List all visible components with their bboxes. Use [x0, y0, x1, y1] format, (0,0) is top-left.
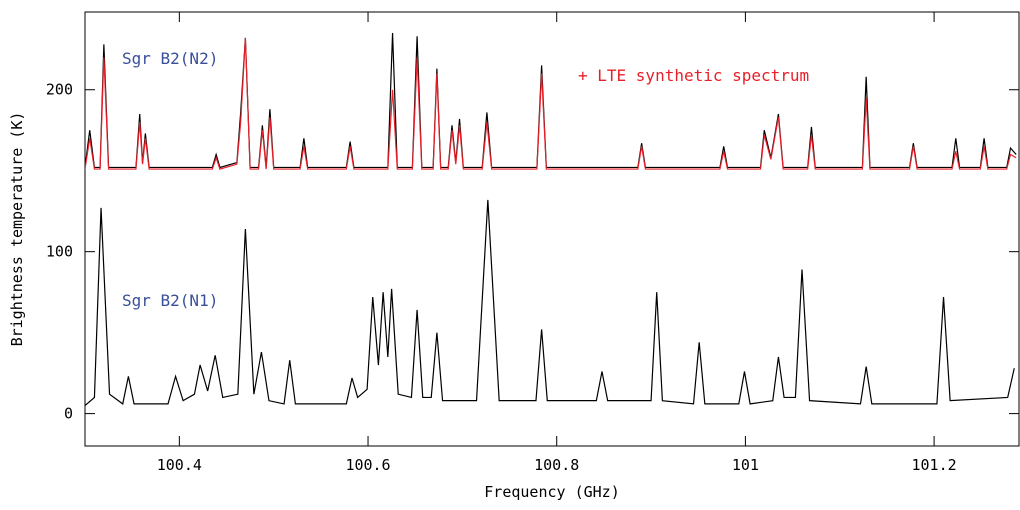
annotation: Sgr B2(N2) [122, 49, 218, 68]
x-tick-label: 100.6 [345, 456, 390, 474]
annotation: Sgr B2(N1) [122, 291, 218, 310]
x-tick-label: 101 [732, 456, 759, 474]
x-tick-label: 101.2 [912, 456, 957, 474]
spectrum-line [85, 33, 1017, 169]
y-tick-label: 0 [64, 405, 73, 423]
x-tick-label: 100.4 [157, 456, 202, 474]
y-tick-label: 200 [46, 81, 73, 99]
plot-frame [84, 11, 1020, 447]
y-axis-label: Brightness temperature (K) [8, 112, 26, 347]
spectrum-line [85, 199, 1015, 406]
annotation: + LTE synthetic spectrum [578, 66, 809, 85]
spectrum-line [85, 37, 1017, 170]
lines [85, 33, 1017, 406]
x-tick-label: 100.8 [534, 456, 579, 474]
x-axis-label: Frequency (GHz) [484, 483, 619, 501]
y-tick-label: 100 [46, 243, 73, 261]
